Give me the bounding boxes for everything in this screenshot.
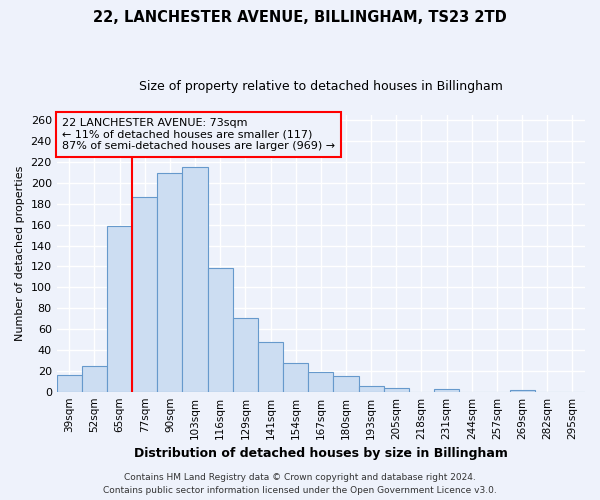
Bar [509, 390, 535, 392]
Text: Contains HM Land Registry data © Crown copyright and database right 2024.
Contai: Contains HM Land Registry data © Crown c… [103, 474, 497, 495]
Bar [434, 388, 459, 392]
Bar [56, 375, 82, 392]
Bar [384, 388, 409, 392]
Bar [82, 366, 107, 392]
Bar [132, 198, 157, 392]
Bar [308, 372, 334, 392]
Bar [359, 386, 384, 392]
Bar [107, 226, 132, 392]
Title: Size of property relative to detached houses in Billingham: Size of property relative to detached ho… [139, 80, 503, 93]
X-axis label: Distribution of detached houses by size in Billingham: Distribution of detached houses by size … [134, 447, 508, 460]
Text: 22 LANCHESTER AVENUE: 73sqm
← 11% of detached houses are smaller (117)
87% of se: 22 LANCHESTER AVENUE: 73sqm ← 11% of det… [62, 118, 335, 151]
Bar [233, 318, 258, 392]
Bar [258, 342, 283, 392]
Bar [334, 376, 359, 392]
Bar [208, 268, 233, 392]
Text: 22, LANCHESTER AVENUE, BILLINGHAM, TS23 2TD: 22, LANCHESTER AVENUE, BILLINGHAM, TS23 … [93, 10, 507, 25]
Bar [182, 167, 208, 392]
Y-axis label: Number of detached properties: Number of detached properties [15, 166, 25, 341]
Bar [157, 174, 182, 392]
Bar [283, 364, 308, 392]
